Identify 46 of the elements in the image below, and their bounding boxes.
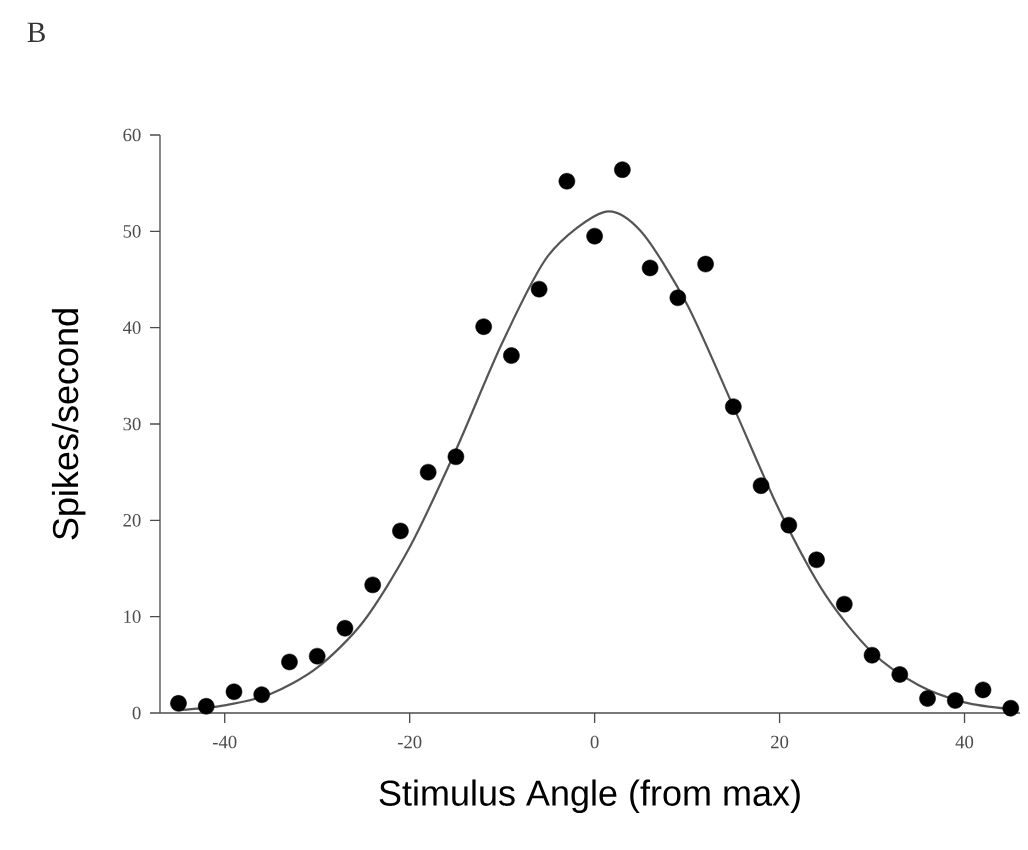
point	[447, 448, 465, 466]
text: B	[27, 22, 45, 42]
y-axis-title: Spikes/second	[51, 309, 86, 540]
point	[947, 692, 964, 709]
point	[752, 477, 770, 494]
point	[197, 697, 215, 715]
point	[281, 653, 298, 671]
point	[308, 647, 326, 665]
point	[836, 595, 853, 613]
point	[586, 227, 603, 245]
point	[530, 280, 548, 298]
y-tick-label: 50	[123, 225, 141, 238]
point	[225, 683, 243, 701]
y-tick-label: 0	[132, 706, 141, 720]
x-tick-label: -40	[212, 735, 237, 749]
x-axis-title: Stimulus Angle (from max)	[379, 779, 800, 814]
x-tick-label: 40	[955, 735, 974, 749]
point	[336, 619, 354, 637]
point	[419, 463, 437, 481]
point	[253, 686, 270, 703]
point	[475, 318, 492, 335]
y-tick-label: 60	[123, 128, 141, 142]
point	[641, 259, 659, 277]
point	[863, 646, 881, 664]
point	[392, 522, 409, 540]
point	[558, 172, 576, 190]
point	[891, 666, 909, 683]
y-tick-label: 30	[123, 417, 141, 431]
point	[364, 576, 381, 594]
y-tick-label: 20	[123, 514, 141, 527]
point	[170, 695, 187, 712]
point	[503, 347, 520, 364]
point	[697, 255, 714, 273]
point	[669, 289, 687, 307]
y-tick-label: 10	[124, 610, 141, 623]
point	[725, 398, 742, 415]
y-tick-label: 40	[122, 321, 141, 334]
point	[808, 551, 825, 569]
x-tick-label: 20	[771, 735, 789, 749]
point	[614, 161, 631, 178]
point	[1002, 699, 1020, 717]
x-tick-label: 0	[590, 735, 599, 749]
point	[919, 690, 936, 707]
point	[780, 516, 798, 534]
point	[974, 681, 992, 699]
x-tick-label: -20	[397, 735, 422, 749]
